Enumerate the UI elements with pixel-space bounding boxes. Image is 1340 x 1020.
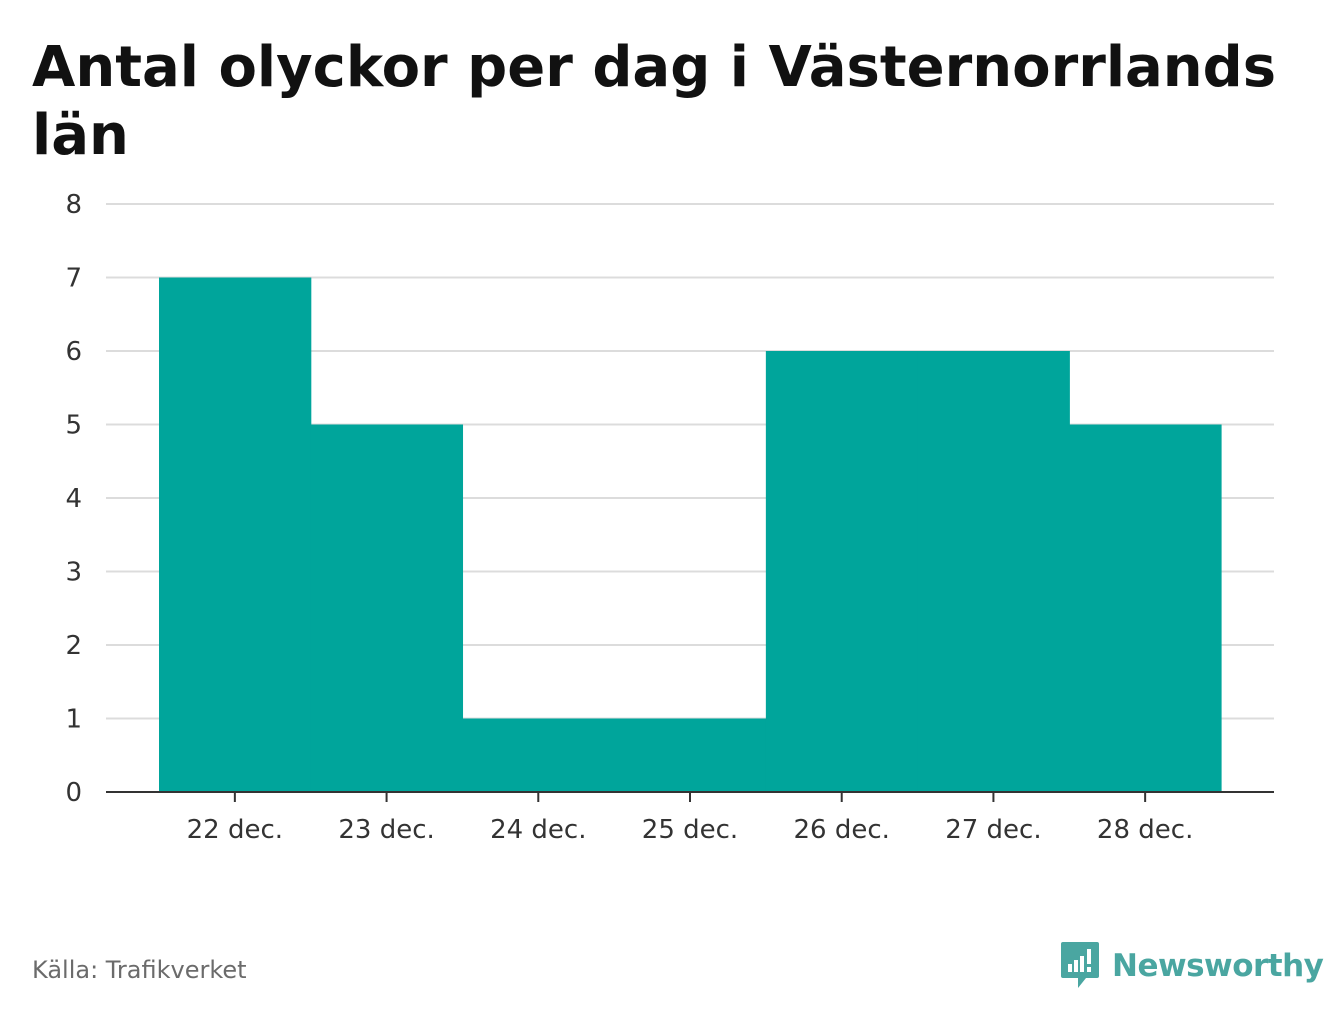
y-tick-label: 5 xyxy=(65,411,82,441)
chart-title: Antal olyckor per dag i Västernorrlands … xyxy=(32,35,1277,168)
y-tick-label: 8 xyxy=(65,190,82,220)
bar-chart-speech-bubble-icon xyxy=(1061,942,1099,988)
y-tick-label: 7 xyxy=(65,264,82,294)
y-tick-label: 1 xyxy=(65,705,82,735)
x-tick-label: 28 dec. xyxy=(1097,815,1193,845)
x-axis xyxy=(106,791,1274,802)
brand-name: Newsworthy xyxy=(1112,948,1324,984)
bar xyxy=(917,351,1070,792)
x-tick-label: 22 dec. xyxy=(187,815,283,845)
bars xyxy=(159,277,1222,792)
x-tick-label: 23 dec. xyxy=(338,815,434,845)
y-tick-label: 2 xyxy=(65,631,82,661)
bar xyxy=(310,424,464,792)
x-axis-labels: 22 dec. 23 dec. 24 dec. 25 dec. 26 dec. 27 de… xyxy=(187,815,1194,845)
bar xyxy=(765,351,919,792)
y-tick-label: 3 xyxy=(65,558,82,588)
x-tick-label: 26 dec. xyxy=(794,815,890,845)
y-tick-label: 6 xyxy=(65,337,82,367)
x-tick-label: 24 dec. xyxy=(490,815,586,845)
y-tick-label: 0 xyxy=(65,778,82,808)
bar xyxy=(614,718,767,792)
y-tick-label: 4 xyxy=(65,484,82,514)
bar-chart: 0 1 2 3 4 5 6 7 8 22 dec. 23 dec. 24 dec. 25 dec. 26… xyxy=(65,190,1274,845)
brand-logo-group: Newsworthy xyxy=(1060,940,1324,992)
bar xyxy=(1069,424,1222,792)
y-axis-labels: 0 1 2 3 4 5 6 7 8 xyxy=(65,190,82,808)
source-note: Källa: Trafikverket xyxy=(32,956,247,984)
bar xyxy=(462,718,615,792)
x-tick-label: 27 dec. xyxy=(945,815,1041,845)
bar xyxy=(159,277,312,792)
x-tick-label: 25 dec. xyxy=(642,815,738,845)
